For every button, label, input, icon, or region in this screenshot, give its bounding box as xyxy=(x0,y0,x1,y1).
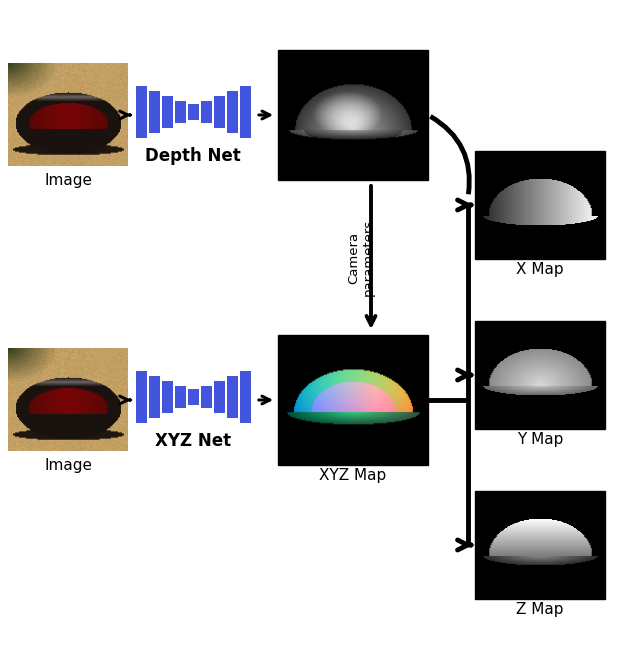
Bar xyxy=(148,376,159,418)
Bar xyxy=(175,101,186,123)
Bar xyxy=(188,104,198,120)
Text: XYZ Net: XYZ Net xyxy=(155,432,231,450)
Text: Image: Image xyxy=(44,458,92,473)
Text: X Map: X Map xyxy=(516,262,564,277)
Bar xyxy=(227,376,237,418)
Text: XYZ Map: XYZ Map xyxy=(319,468,387,483)
Bar xyxy=(161,96,173,128)
Text: Image: Image xyxy=(44,173,92,188)
Text: Z Map: Z Map xyxy=(516,602,564,617)
Text: Y Map: Y Map xyxy=(517,432,563,447)
Bar xyxy=(161,381,173,413)
Bar xyxy=(200,386,211,408)
Bar xyxy=(475,321,605,429)
Bar xyxy=(188,389,198,405)
Bar xyxy=(278,335,428,465)
Bar xyxy=(214,96,225,128)
Bar xyxy=(136,86,147,138)
Bar xyxy=(239,371,250,423)
Text: Camera
parameters: Camera parameters xyxy=(347,219,375,296)
Bar xyxy=(214,381,225,413)
Bar xyxy=(227,91,237,133)
Bar xyxy=(148,91,159,133)
Bar xyxy=(239,86,250,138)
Bar xyxy=(200,101,211,123)
Bar xyxy=(278,50,428,180)
Bar xyxy=(475,151,605,259)
Text: Depth Net: Depth Net xyxy=(145,147,241,165)
Bar xyxy=(136,371,147,423)
Bar xyxy=(475,491,605,599)
Bar xyxy=(175,386,186,408)
